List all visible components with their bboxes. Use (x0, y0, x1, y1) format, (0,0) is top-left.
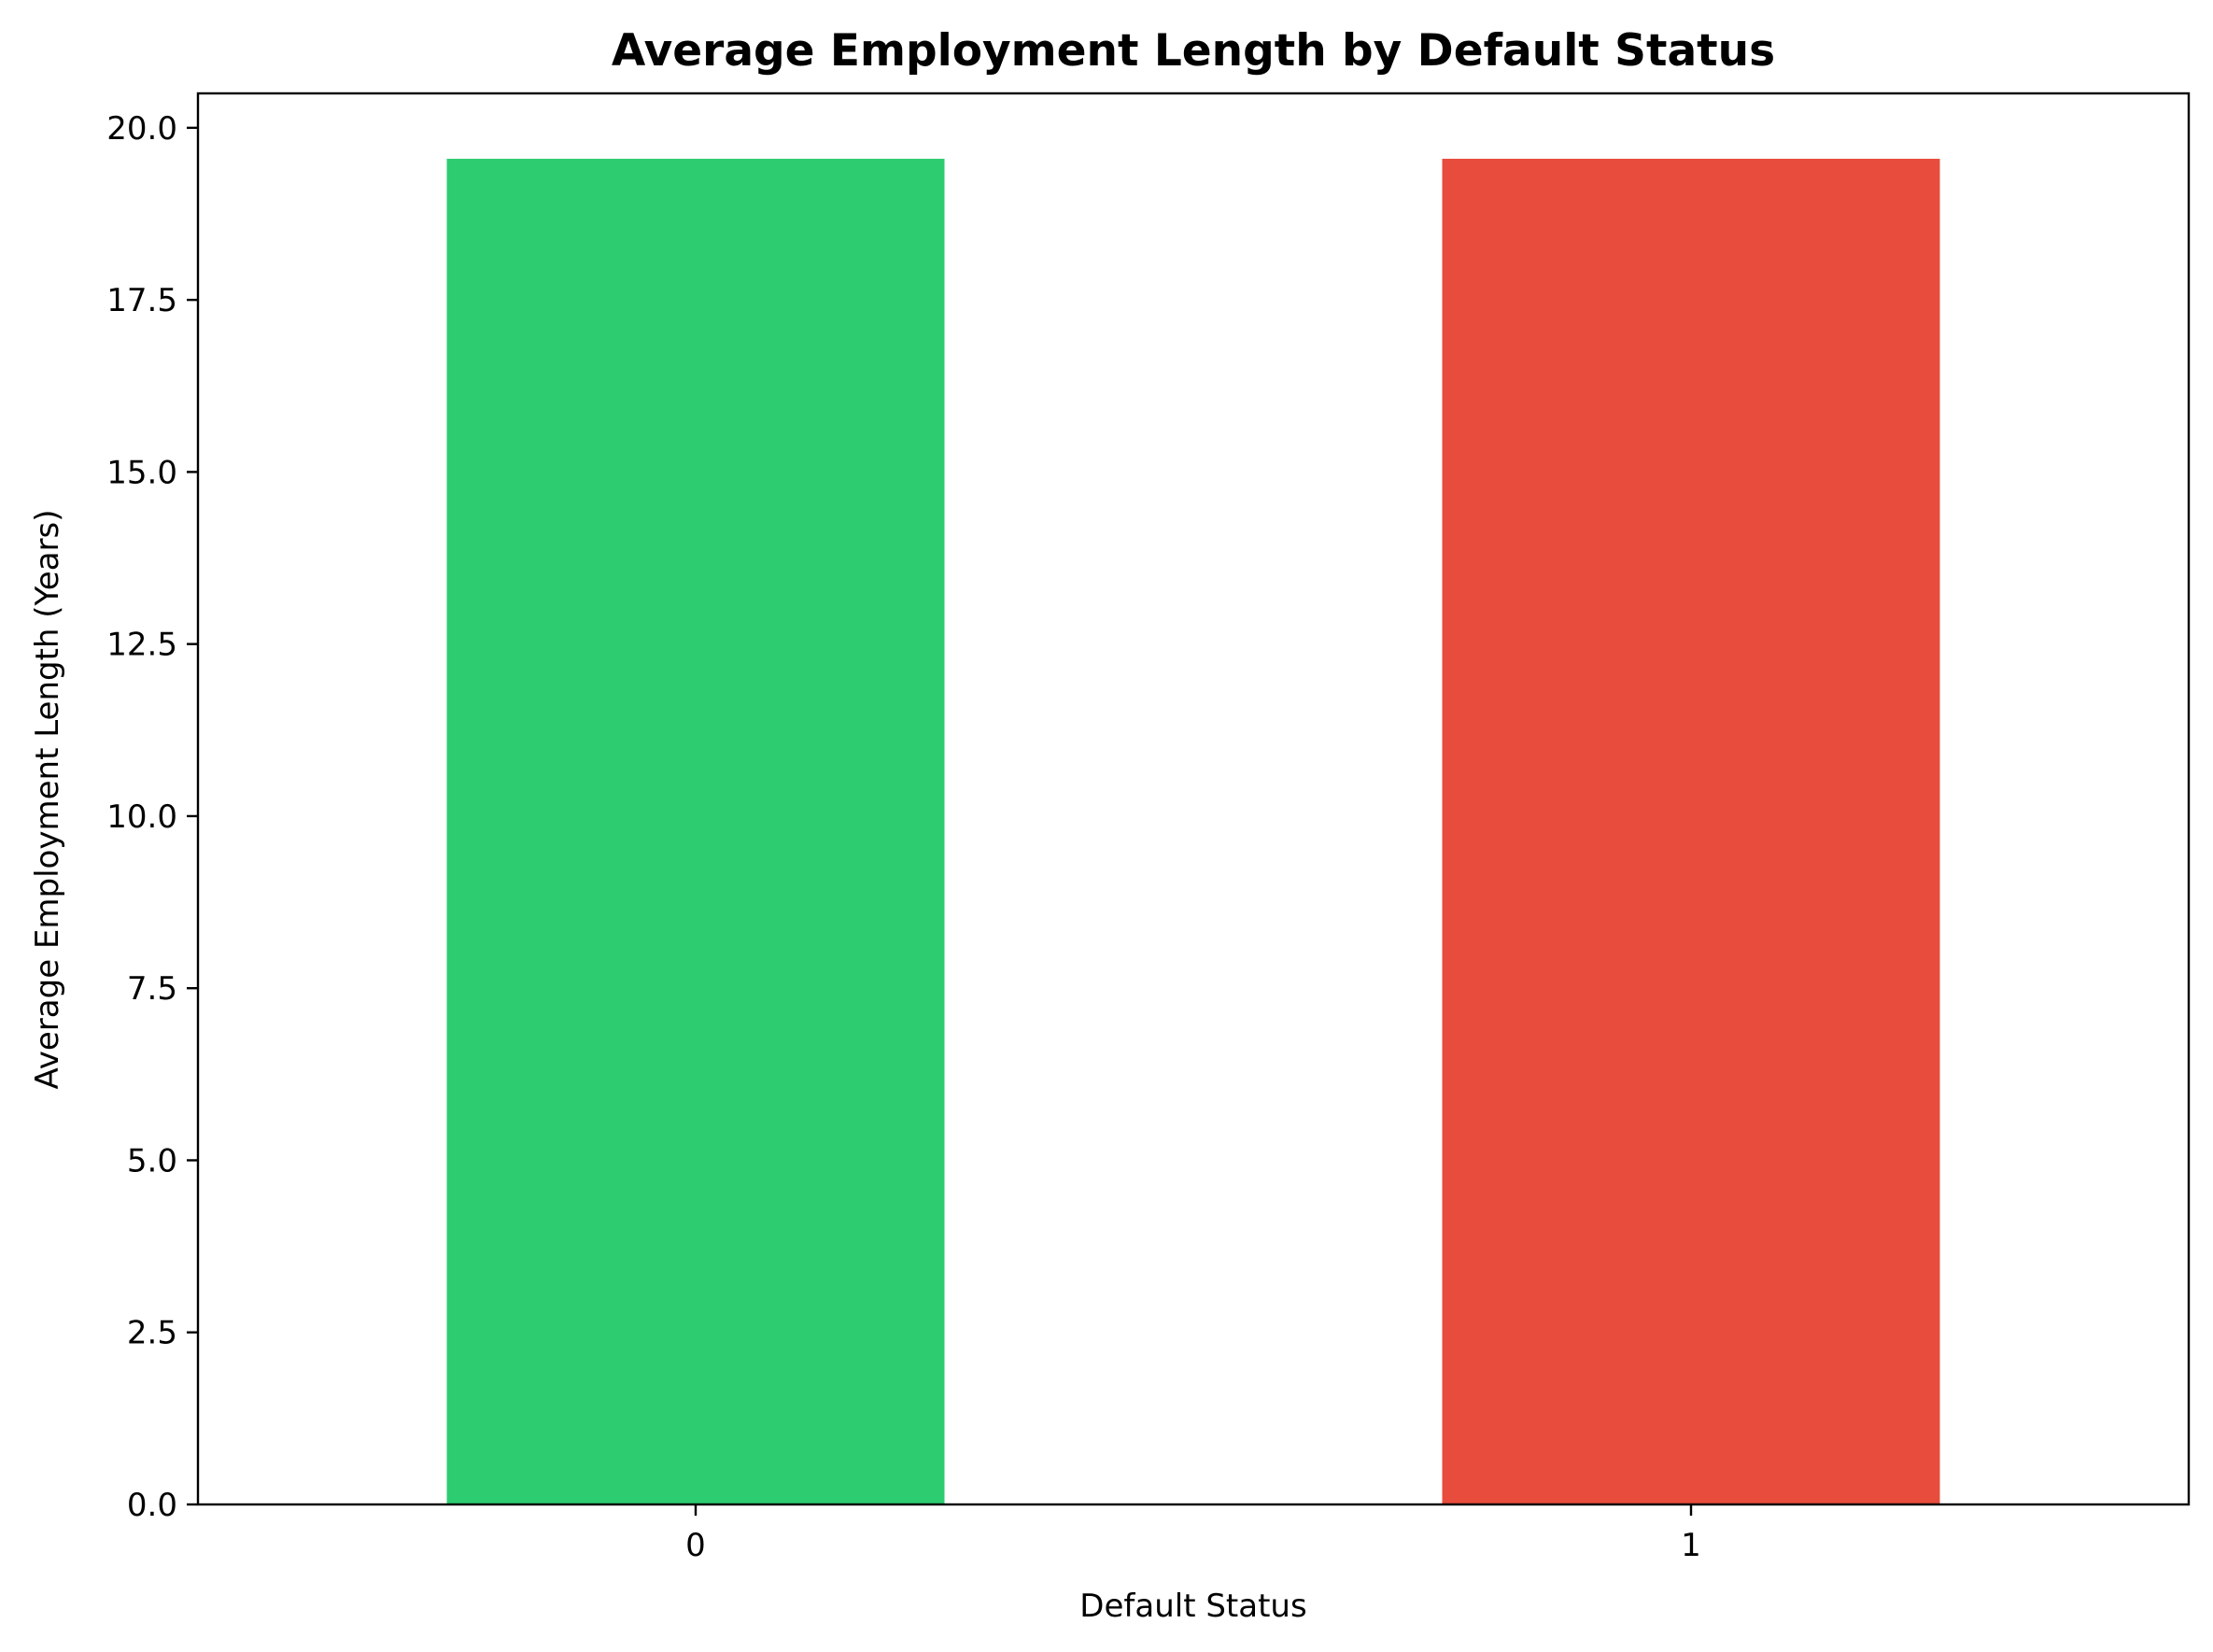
y-tick-label: 2.5 (127, 1315, 177, 1352)
bars-layer (446, 159, 1940, 1504)
y-tick-label: 5.0 (127, 1142, 177, 1179)
x-tick-label: 0 (685, 1527, 706, 1564)
y-tick-label: 0.0 (127, 1487, 177, 1524)
x-tick-label: 1 (1681, 1527, 1701, 1564)
bar-0 (446, 159, 945, 1504)
chart-title: Average Employment Length by Default Sta… (612, 25, 1775, 77)
y-tick-label: 15.0 (106, 454, 177, 491)
y-tick-label: 20.0 (106, 110, 177, 148)
plot-frame (196, 92, 2191, 1506)
y-tick-label: 7.5 (127, 970, 177, 1008)
y-axis-label: Average Employment Length (Years) (29, 509, 66, 1089)
bar-1 (1442, 159, 1940, 1504)
y-axis: 0.0 2.5 5.0 7.5 10.0 12.5 15.0 17.5 20.0 (106, 110, 198, 1524)
x-axis-label: Default Status (1079, 1588, 1306, 1625)
y-tick-label: 10.0 (106, 798, 177, 836)
y-tick-label: 12.5 (106, 627, 177, 664)
y-tick-label: 17.5 (106, 282, 177, 319)
